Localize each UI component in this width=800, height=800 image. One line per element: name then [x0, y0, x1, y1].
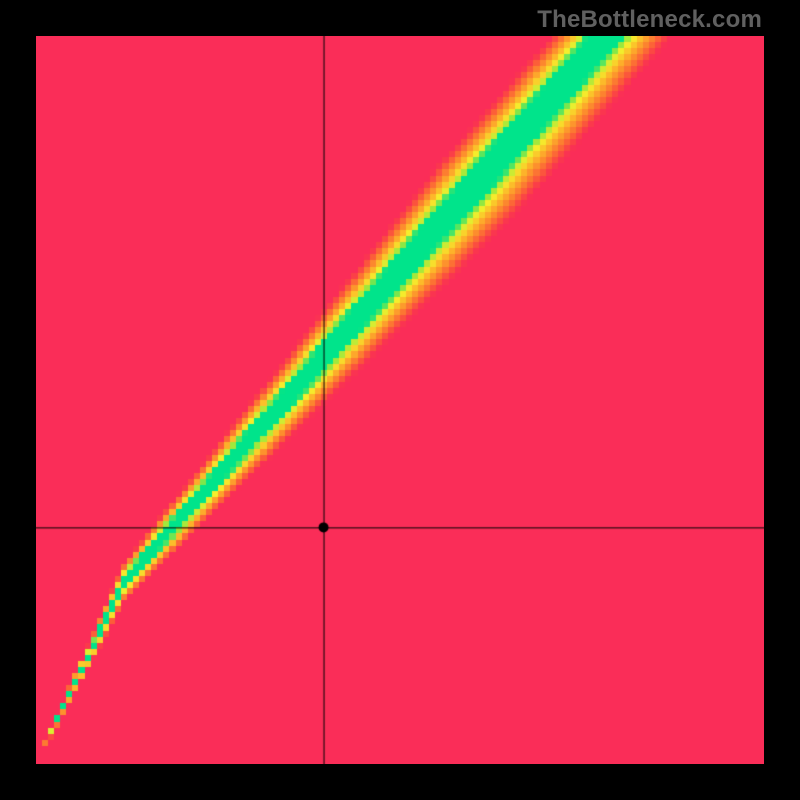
- watermark-text: TheBottleneck.com: [537, 6, 762, 34]
- bottleneck-heatmap: [36, 36, 764, 764]
